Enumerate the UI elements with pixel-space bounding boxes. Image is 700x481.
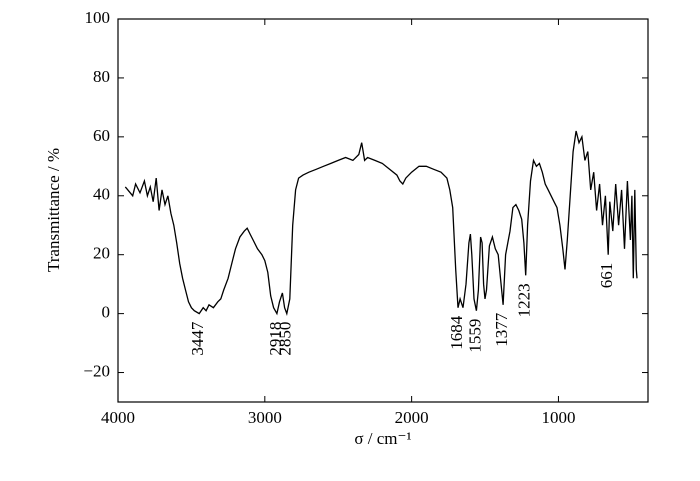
y-tick-label: −20 bbox=[83, 361, 110, 380]
peak-label: 661 bbox=[597, 263, 616, 289]
peak-label: 2918 bbox=[266, 322, 285, 356]
x-tick-label: 1000 bbox=[541, 408, 575, 427]
x-tick-label: 2000 bbox=[395, 408, 429, 427]
x-axis-label: σ / cm⁻¹ bbox=[354, 429, 411, 448]
peak-label: 1377 bbox=[492, 312, 511, 347]
plot-frame bbox=[117, 18, 649, 403]
x-tick-label: 4000 bbox=[101, 408, 135, 427]
y-tick-label: 80 bbox=[93, 67, 110, 86]
peak-label: 1223 bbox=[515, 283, 534, 317]
y-axis-label: Transmittance / % bbox=[44, 148, 63, 272]
peak-label: 1684 bbox=[447, 315, 466, 350]
spectrum-line bbox=[124, 130, 638, 316]
x-tick-label: 3000 bbox=[248, 408, 282, 427]
y-tick-label: 100 bbox=[85, 8, 111, 27]
y-tick-label: 40 bbox=[93, 185, 110, 204]
peak-label: 1559 bbox=[465, 319, 484, 353]
y-tick-label: 60 bbox=[93, 126, 110, 145]
y-tick-label: 0 bbox=[102, 303, 111, 322]
peak-label: 2850 bbox=[276, 322, 295, 356]
peak-label: 3447 bbox=[188, 321, 207, 356]
y-tick-label: 20 bbox=[93, 244, 110, 263]
